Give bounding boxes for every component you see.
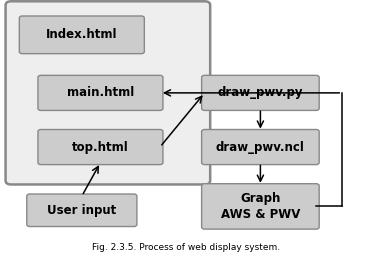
Text: Graph
AWS & PWV: Graph AWS & PWV [221,192,300,221]
Text: top.html: top.html [72,141,129,154]
FancyBboxPatch shape [202,184,319,229]
Text: main.html: main.html [67,86,134,99]
FancyBboxPatch shape [27,194,137,227]
FancyBboxPatch shape [202,75,319,110]
Text: User input: User input [47,204,116,217]
FancyBboxPatch shape [38,130,163,165]
Text: draw_pwv.ncl: draw_pwv.ncl [216,141,305,154]
Text: Fig. 2.3.5. Process of web display system.: Fig. 2.3.5. Process of web display syste… [92,243,280,252]
Text: draw_pwv.py: draw_pwv.py [218,86,303,99]
FancyBboxPatch shape [202,130,319,165]
FancyBboxPatch shape [19,16,144,54]
FancyBboxPatch shape [38,75,163,110]
FancyBboxPatch shape [6,1,210,184]
Text: Index.html: Index.html [46,28,118,41]
